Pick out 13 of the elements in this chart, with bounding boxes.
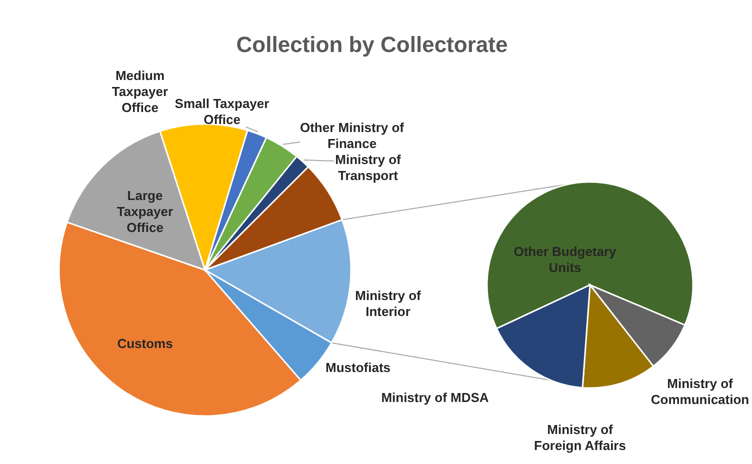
- slice-label: Medium Taxpayer Office: [112, 68, 168, 115]
- slice-label: Ministry of MDSA: [381, 390, 490, 405]
- slice-label: Ministry of Transport: [335, 152, 402, 183]
- slice-label: Other Budgetary Units: [514, 244, 618, 275]
- slice-label: Ministry of Interior: [355, 288, 422, 319]
- slice-label: Mustofiats: [326, 360, 390, 375]
- slice-label: Ministry of Communication: [650, 376, 750, 407]
- slice-label: Small Taxpayer Office: [174, 96, 270, 127]
- slice-label: Other Ministry of Finance: [300, 120, 405, 151]
- slice-label: Large Taxpayer Office: [116, 188, 174, 235]
- slice-label: Customs: [117, 336, 173, 351]
- chart-title: Collection by Collectorate: [236, 32, 508, 57]
- slice-label: Ministry of Foreign Affairs: [534, 422, 626, 453]
